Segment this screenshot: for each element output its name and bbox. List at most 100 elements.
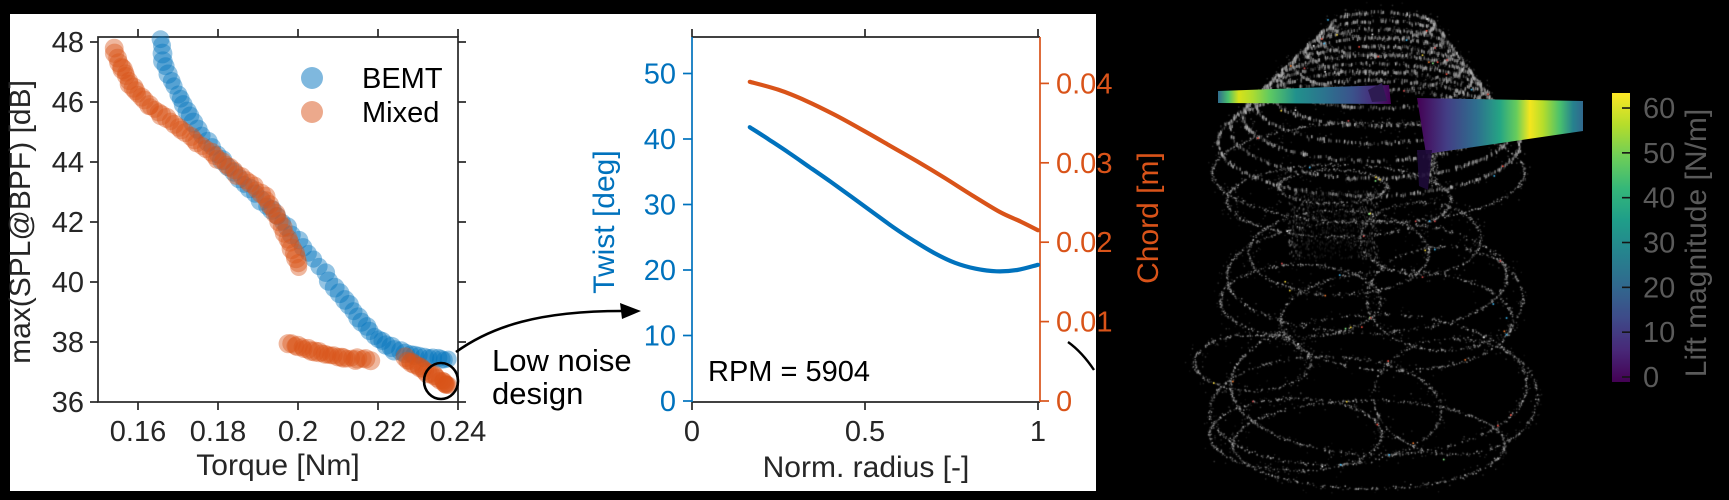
colorbar-tick-label: 40 [1643, 183, 1675, 215]
noise-torque-chart: 0.16 0.18 0.2 0.22 0.24 36 38 40 42 44 46 48 Torque… [4, 27, 641, 482]
x-tick-label: 0.2 [278, 416, 318, 448]
scatter-point-mixed [395, 347, 416, 368]
scatter-point-mixed [240, 173, 259, 193]
colorbar-tick-label: 30 [1643, 228, 1675, 260]
left-chart-scatter-points [104, 30, 458, 394]
scatter-point-bemt [384, 340, 405, 361]
scatter-point-mixed [117, 67, 135, 85]
scatter-point-mixed [187, 133, 206, 153]
scatter-point-mixed [304, 341, 325, 362]
scatter-point-mixed [430, 372, 449, 390]
scatter-point-mixed [287, 335, 308, 357]
middle-chart-curves [747, 79, 1041, 274]
colorbar-tick-label: 10 [1643, 317, 1675, 349]
chord-tick-label: 0.02 [1056, 227, 1112, 259]
scatter-point-bemt [153, 36, 171, 55]
scatter-point-bemt [391, 341, 411, 361]
scatter-point-mixed [156, 107, 177, 128]
scatter-point-mixed [245, 176, 264, 195]
rpm-annotation: RPM = 5904 [708, 356, 870, 388]
scatter-point-bemt [246, 184, 265, 203]
legend-marker-bemt [301, 67, 323, 89]
scatter-point-mixed [251, 183, 272, 204]
y-tick-label: 42 [52, 207, 84, 239]
scatter-point-bemt [420, 349, 438, 367]
legend: BEMT Mixed [301, 63, 443, 129]
scatter-point-bemt [224, 162, 244, 182]
colorbar-label: Lift magnitude [N/m] [1680, 109, 1713, 377]
scatter-point-bemt [180, 106, 200, 125]
scatter-point-mixed [404, 354, 425, 374]
scatter-point-mixed [434, 372, 452, 390]
scatter-point-bemt [373, 331, 392, 350]
scatter-point-bemt [229, 169, 249, 189]
scatter-point-mixed [123, 77, 144, 98]
scatter-point-mixed [409, 357, 428, 376]
scatter-point-mixed [104, 38, 124, 58]
rotor-hub-shadow [1417, 150, 1432, 190]
scatter-point-mixed [268, 207, 286, 225]
scatter-point-mixed [104, 43, 125, 63]
wake-pointer-arc [1067, 341, 1095, 371]
legend-label-mixed: Mixed [362, 97, 439, 129]
scatter-point-bemt [262, 200, 282, 220]
scatter-point-mixed [343, 349, 360, 367]
scatter-point-bemt [316, 263, 336, 283]
scatter-point-mixed [149, 103, 168, 122]
low-noise-label-line1: Low noise [492, 343, 632, 378]
scatter-point-mixed [308, 342, 329, 363]
scatter-point-bemt [151, 30, 170, 49]
y-tick-label: 44 [52, 147, 84, 179]
scatter-point-mixed [294, 340, 313, 358]
scatter-point-mixed [324, 346, 343, 365]
scatter-point-bemt [268, 206, 287, 225]
scatter-point-mixed [328, 347, 348, 367]
chord-tick-label: 0.01 [1056, 307, 1112, 339]
legend-label-bemt: BEMT [362, 63, 443, 95]
scatter-point-mixed [169, 118, 189, 137]
scatter-point-bemt [293, 238, 313, 257]
scatter-point-bemt [212, 150, 233, 171]
scatter-point-mixed [225, 161, 244, 180]
rotor-blade-right [1417, 98, 1583, 154]
scatter-point-bemt [414, 347, 435, 368]
scatter-point-mixed [151, 105, 172, 126]
scatter-point-mixed [220, 157, 240, 177]
chord-tick-label: 0 [1056, 386, 1072, 418]
scatter-point-mixed [426, 367, 445, 386]
scatter-point-mixed [202, 142, 222, 162]
chord-tick-label: 0.04 [1056, 68, 1112, 100]
scatter-point-bemt [152, 43, 173, 64]
scatter-point-mixed [285, 243, 305, 264]
scatter-point-bemt [300, 244, 317, 262]
low-noise-arrowhead [620, 303, 641, 319]
x-tick-label: 0.18 [190, 416, 246, 448]
scatter-point-bemt [239, 178, 260, 199]
scatter-point-mixed [112, 58, 133, 80]
low-noise-arrow [455, 309, 623, 354]
scatter-point-bemt [381, 336, 402, 357]
scatter-point-bemt [258, 197, 276, 215]
scatter-point-mixed [247, 181, 265, 199]
scatter-point-bemt [171, 89, 190, 108]
scatter-point-mixed [333, 348, 354, 368]
scatter-point-bemt [250, 190, 271, 211]
scatter-point-mixed [269, 212, 289, 232]
rotor-hub-tip [1368, 83, 1387, 102]
scatter-point-mixed [315, 344, 335, 364]
scatter-point-bemt [218, 157, 238, 177]
scatter-point-bemt [348, 307, 369, 328]
left-chart-ticks: 0.16 0.18 0.2 0.22 0.24 36 38 40 42 44 46 48 [52, 27, 486, 448]
scatter-point-mixed [281, 238, 302, 259]
scatter-point-mixed [132, 87, 152, 107]
left-chart-ylabel: max(SPL@BPF) [dB] [4, 80, 37, 364]
scatter-point-mixed [282, 334, 301, 353]
scatter-point-mixed [259, 195, 280, 215]
scatter-point-mixed [345, 350, 366, 370]
colorbar-ticks: 0 10 20 30 40 50 60 [1622, 93, 1675, 394]
scatter-point-bemt [405, 345, 425, 365]
scatter-point-bemt [193, 126, 211, 145]
scatter-point-bemt [329, 283, 350, 304]
